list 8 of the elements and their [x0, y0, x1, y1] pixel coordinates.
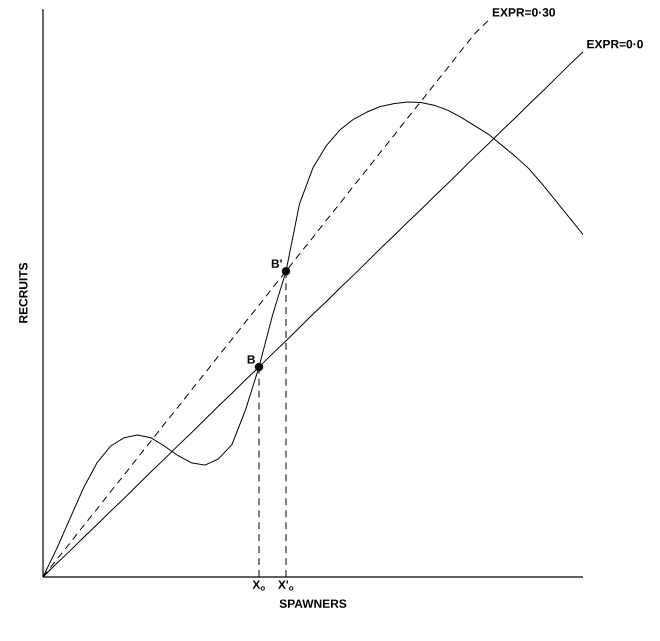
annotation: B': [272, 260, 282, 268]
series-label: EXPR=0·0: [587, 40, 643, 48]
y-axis-title: RECRUITS: [19, 262, 28, 323]
series-label: EXPR=0·30: [492, 8, 555, 17]
x-axis-title: SPAWNERS: [280, 599, 346, 608]
x-tick-label: X'$_{o}$: [278, 580, 294, 591]
annotation: B: [248, 355, 255, 364]
x-tick-label: X$_{o}$: [252, 580, 265, 591]
